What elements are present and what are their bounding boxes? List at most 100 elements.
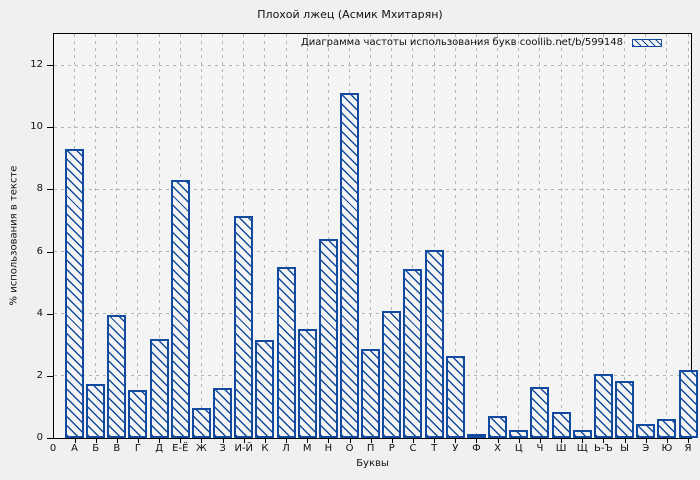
v-gridline bbox=[370, 34, 372, 438]
legend-label: Диаграмма частоты использования букв coo… bbox=[300, 37, 623, 48]
y-tick-mark bbox=[47, 375, 53, 377]
y-tick-label: 4 bbox=[36, 307, 43, 319]
x-tick-label: С bbox=[409, 443, 417, 454]
x-tick-mark bbox=[412, 438, 414, 443]
bar-М bbox=[297, 329, 317, 438]
x-tick-label: А bbox=[71, 443, 78, 454]
bar-Ч bbox=[530, 387, 550, 438]
v-gridline bbox=[497, 34, 499, 438]
bar-Р bbox=[382, 311, 402, 438]
legend: Диаграмма частоты использования букв coo… bbox=[301, 37, 662, 48]
bar-О bbox=[340, 93, 360, 438]
x-tick-mark bbox=[688, 438, 689, 443]
x-tick-mark bbox=[137, 438, 139, 443]
x-tick-label: Я bbox=[684, 443, 692, 454]
x-tick-label: Д bbox=[155, 443, 164, 454]
bar-Ф bbox=[466, 434, 486, 438]
bar-Ь-Ъ bbox=[593, 374, 613, 438]
v-gridline bbox=[306, 34, 308, 438]
v-gridline bbox=[116, 34, 118, 438]
x-tick-label: К bbox=[261, 443, 269, 454]
x-tick-mark bbox=[455, 438, 457, 443]
x-tick-mark bbox=[74, 438, 76, 443]
v-gridline bbox=[327, 34, 329, 438]
h-gridline bbox=[54, 64, 691, 66]
y-tick-label: 0 bbox=[36, 432, 43, 443]
h-gridline bbox=[54, 188, 691, 190]
x-tick-mark bbox=[603, 438, 605, 443]
plot-area: Диаграмма частоты использования букв coo… bbox=[53, 33, 698, 439]
x-tick-mark bbox=[370, 438, 372, 443]
x-tick-mark bbox=[349, 438, 351, 443]
x-tick-label: Ц bbox=[514, 443, 523, 454]
y-tick-mark bbox=[47, 251, 53, 253]
v-gridline bbox=[454, 34, 456, 438]
x-tick-mark bbox=[95, 438, 97, 443]
x-tick-mark bbox=[582, 438, 584, 443]
y-tick-mark bbox=[47, 313, 53, 315]
v-gridline bbox=[560, 34, 562, 438]
x-tick-label: Ь-Ъ bbox=[593, 443, 613, 454]
y-axis-title: % использования в тексте bbox=[8, 165, 20, 306]
bar-Д bbox=[149, 339, 169, 438]
x-tick-mark bbox=[645, 438, 647, 443]
bar-Э bbox=[636, 424, 656, 438]
x-tick-mark bbox=[328, 438, 330, 443]
y-tick-mark bbox=[47, 438, 53, 439]
x-tick-label: Т bbox=[431, 443, 438, 454]
x-axis-title: Буквы bbox=[356, 458, 389, 469]
v-gridline bbox=[581, 34, 583, 438]
x-tick-label: Г bbox=[134, 443, 141, 454]
chart-title: Плохой лжец (Асмик Мхитарян) bbox=[257, 8, 443, 21]
bar-Г bbox=[128, 390, 148, 438]
y-tick-mark bbox=[47, 65, 53, 67]
x-tick-label: М bbox=[302, 443, 312, 454]
v-gridline bbox=[666, 34, 668, 438]
x-tick-label: Ж bbox=[196, 443, 207, 454]
x-tick-label: Ч bbox=[536, 443, 544, 454]
y-tick-label: 10 bbox=[30, 121, 43, 133]
v-gridline bbox=[200, 34, 202, 438]
bar-Б bbox=[86, 384, 106, 438]
v-gridline bbox=[475, 34, 477, 438]
x-tick-label: Н bbox=[324, 443, 333, 454]
h-gridline bbox=[54, 251, 691, 253]
x-tick-label: В bbox=[113, 443, 121, 454]
v-gridline bbox=[158, 34, 160, 438]
x-tick-mark bbox=[624, 438, 626, 443]
bar-Е-Ё bbox=[170, 180, 190, 438]
x-tick-label: Л bbox=[282, 443, 290, 454]
v-gridline bbox=[433, 34, 435, 438]
v-gridline bbox=[137, 34, 139, 438]
v-gridline bbox=[687, 34, 689, 438]
bar-В bbox=[107, 315, 127, 438]
v-gridline bbox=[285, 34, 287, 438]
bar-Х bbox=[488, 416, 508, 438]
x-tick-mark bbox=[116, 438, 118, 443]
bar-У bbox=[445, 356, 465, 438]
v-gridline bbox=[539, 34, 541, 438]
v-gridline bbox=[391, 34, 393, 438]
x-tick-mark bbox=[476, 438, 478, 443]
v-gridline bbox=[222, 34, 224, 438]
x-tick-label: Ф bbox=[472, 443, 481, 454]
x-tick-label: И-Й bbox=[234, 443, 254, 454]
bar-Я bbox=[678, 370, 698, 438]
x-tick-mark bbox=[307, 438, 309, 443]
v-gridline bbox=[518, 34, 520, 438]
x-tick-mark bbox=[159, 438, 161, 443]
bar-Щ bbox=[572, 430, 592, 438]
x-tick-label: У bbox=[452, 443, 459, 454]
x-tick-label: Ы bbox=[620, 443, 629, 454]
x-tick-label: О bbox=[345, 443, 354, 454]
x-tick-label: З bbox=[219, 443, 226, 454]
x-tick-mark bbox=[666, 438, 668, 443]
x-tick-label: Е-Ё bbox=[172, 443, 189, 454]
x-origin-label: 0 bbox=[49, 443, 57, 454]
h-gridline bbox=[54, 313, 691, 315]
bar-З bbox=[213, 388, 233, 438]
x-tick-mark bbox=[286, 438, 288, 443]
y-tick-label: 6 bbox=[36, 245, 43, 257]
v-gridline bbox=[264, 34, 266, 438]
